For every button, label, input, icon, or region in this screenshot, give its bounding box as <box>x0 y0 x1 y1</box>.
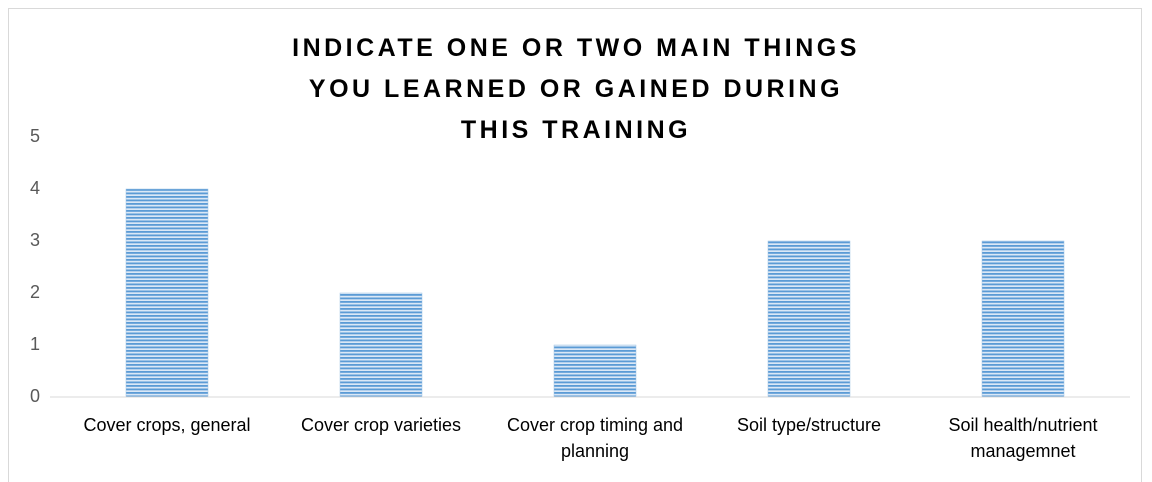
chart-title: INDICATE ONE OR TWO MAIN THINGS YOU LEAR… <box>292 34 860 144</box>
y-tick-label: 1 <box>30 334 40 354</box>
y-tick-label: 2 <box>30 282 40 302</box>
bar <box>767 240 851 398</box>
bar <box>339 292 423 398</box>
bar <box>981 240 1065 398</box>
bar <box>553 344 637 398</box>
y-tick-label: 3 <box>30 230 40 250</box>
x-tick-label: Cover crops, general <box>83 415 251 435</box>
x-tick-label: Cover crop timing and planning <box>506 415 684 461</box>
x-tick-label: Soil health/nutrient managemnet <box>948 415 1098 461</box>
x-tick-label: Cover crop varieties <box>300 415 462 435</box>
y-tick-label: 0 <box>30 386 40 406</box>
chart-frame <box>8 8 1142 482</box>
y-tick-label: 4 <box>30 178 40 198</box>
bar <box>125 188 209 398</box>
y-tick-label: 5 <box>30 126 40 146</box>
x-tick-label: Soil type/structure <box>736 415 882 435</box>
